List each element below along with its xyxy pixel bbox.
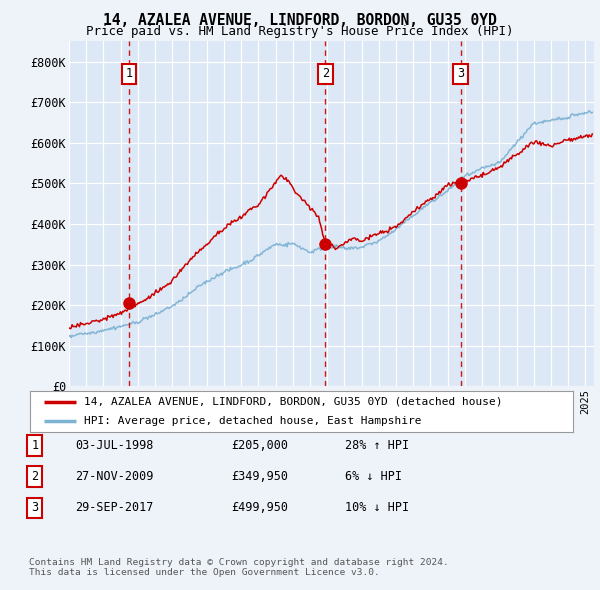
Text: 29-SEP-2017: 29-SEP-2017 bbox=[75, 502, 154, 514]
Text: 3: 3 bbox=[457, 67, 464, 80]
Text: 1: 1 bbox=[125, 67, 133, 80]
Text: 14, AZALEA AVENUE, LINDFORD, BORDON, GU35 0YD (detached house): 14, AZALEA AVENUE, LINDFORD, BORDON, GU3… bbox=[85, 396, 503, 407]
Text: 27-NOV-2009: 27-NOV-2009 bbox=[75, 470, 154, 483]
Text: 14, AZALEA AVENUE, LINDFORD, BORDON, GU35 0YD: 14, AZALEA AVENUE, LINDFORD, BORDON, GU3… bbox=[103, 13, 497, 28]
Text: 03-JUL-1998: 03-JUL-1998 bbox=[75, 439, 154, 452]
Text: 28% ↑ HPI: 28% ↑ HPI bbox=[345, 439, 409, 452]
Text: HPI: Average price, detached house, East Hampshire: HPI: Average price, detached house, East… bbox=[85, 416, 422, 426]
Text: 3: 3 bbox=[31, 502, 38, 514]
Text: £205,000: £205,000 bbox=[231, 439, 288, 452]
Text: 6% ↓ HPI: 6% ↓ HPI bbox=[345, 470, 402, 483]
Text: Contains HM Land Registry data © Crown copyright and database right 2024.
This d: Contains HM Land Registry data © Crown c… bbox=[29, 558, 449, 577]
Text: 1: 1 bbox=[31, 439, 38, 452]
Text: 10% ↓ HPI: 10% ↓ HPI bbox=[345, 502, 409, 514]
Text: 2: 2 bbox=[31, 470, 38, 483]
Text: £499,950: £499,950 bbox=[231, 502, 288, 514]
Text: £349,950: £349,950 bbox=[231, 470, 288, 483]
Text: Price paid vs. HM Land Registry's House Price Index (HPI): Price paid vs. HM Land Registry's House … bbox=[86, 25, 514, 38]
Text: 2: 2 bbox=[322, 67, 329, 80]
